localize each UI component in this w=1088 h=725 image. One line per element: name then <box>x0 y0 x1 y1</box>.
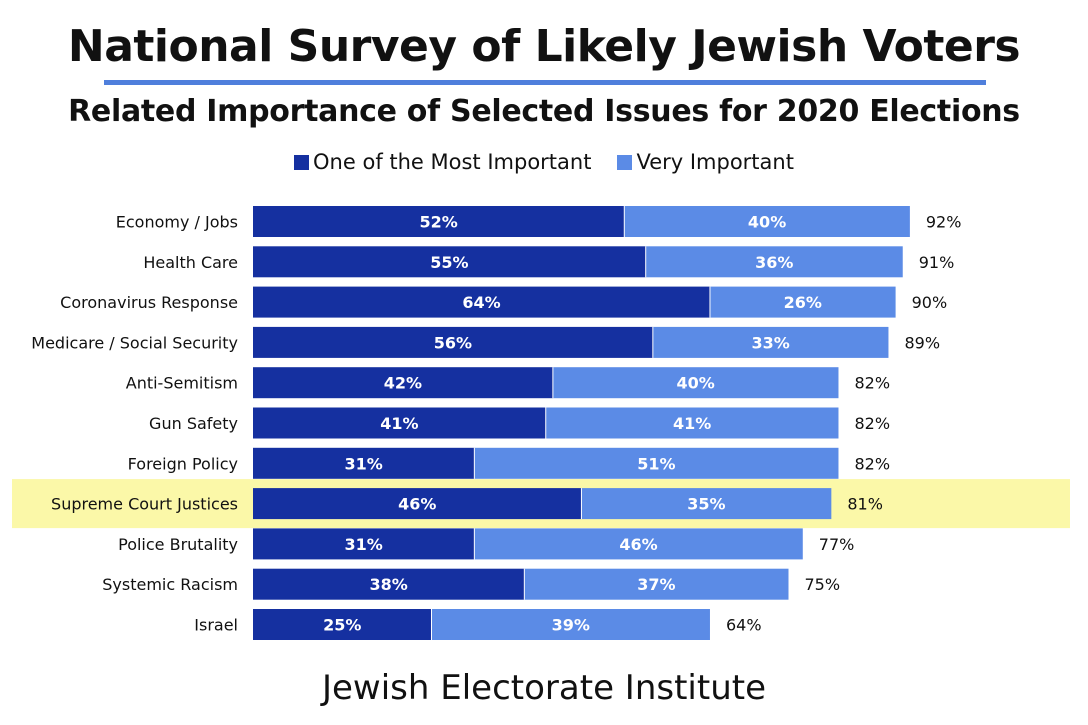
category-label: Coronavirus Response <box>60 293 238 312</box>
bar-very-important <box>524 568 789 600</box>
bar-most-important <box>253 407 546 439</box>
bar-most-important <box>253 326 653 358</box>
data-label-very-important: 46% <box>619 535 657 554</box>
data-label-most-important: 25% <box>323 616 361 635</box>
bar-most-important <box>253 528 475 560</box>
category-label: Foreign Policy <box>128 454 238 473</box>
total-label: 77% <box>819 535 855 554</box>
data-label-most-important: 64% <box>462 293 500 312</box>
total-label: 82% <box>854 414 890 433</box>
legend-item-very-important: Very Important <box>617 148 794 176</box>
data-label-most-important: 38% <box>370 575 408 594</box>
category-label: Supreme Court Justices <box>51 495 238 514</box>
bar-most-important <box>253 609 432 640</box>
total-label: 64% <box>726 616 762 635</box>
legend-label-most-important: One of the Most Important <box>313 150 592 174</box>
legend-swatch-very-important <box>617 154 633 170</box>
category-label: Economy / Jobs <box>116 213 238 232</box>
bar-very-important <box>652 326 889 358</box>
total-label: 89% <box>904 333 940 352</box>
legend-label-very-important: Very Important <box>636 150 794 174</box>
total-label: 90% <box>912 293 948 312</box>
bar-most-important <box>253 447 475 479</box>
legend-swatch-most-important <box>294 154 310 170</box>
data-label-very-important: 39% <box>552 616 590 635</box>
bar-most-important <box>253 568 525 600</box>
total-label: 75% <box>805 575 841 594</box>
data-label-very-important: 26% <box>784 293 822 312</box>
legend-item-most-important: One of the Most Important <box>294 148 591 176</box>
bar-very-important <box>474 528 803 560</box>
data-label-most-important: 46% <box>398 495 436 514</box>
total-label: 91% <box>919 253 955 272</box>
data-label-very-important: 37% <box>637 575 675 594</box>
total-label: 81% <box>847 495 883 514</box>
data-label-most-important: 56% <box>434 333 472 352</box>
chart-subtitle: Related Importance of Selected Issues fo… <box>68 94 1020 129</box>
data-label-very-important: 40% <box>677 374 715 393</box>
chart-legend: One of the Most Important Very Important <box>0 148 1088 176</box>
total-label: 92% <box>926 213 962 232</box>
data-label-very-important: 36% <box>755 253 793 272</box>
category-label: Medicare / Social Security <box>31 333 238 352</box>
title-underline <box>104 80 986 85</box>
data-label-very-important: 40% <box>748 213 786 232</box>
bar-very-important <box>545 407 839 439</box>
category-label: Anti-Semitism <box>126 374 238 393</box>
data-label-very-important: 51% <box>637 454 675 473</box>
data-label-most-important: 31% <box>345 535 383 554</box>
data-label-very-important: 41% <box>673 414 711 433</box>
bar-very-important <box>552 367 839 399</box>
chart-title: National Survey of Likely Jewish Voters <box>67 21 1021 72</box>
category-label: Police Brutality <box>118 535 238 554</box>
bar-most-important <box>253 246 646 278</box>
total-label: 82% <box>854 374 890 393</box>
bar-most-important <box>253 286 710 318</box>
category-label: Gun Safety <box>149 414 238 433</box>
bar-very-important <box>431 609 710 640</box>
data-label-most-important: 31% <box>345 454 383 473</box>
data-label-most-important: 52% <box>419 213 457 232</box>
category-label: Israel <box>194 616 238 635</box>
bar-very-important <box>645 246 903 278</box>
bar-very-important <box>624 206 910 237</box>
data-label-most-important: 55% <box>430 253 468 272</box>
data-label-most-important: 41% <box>380 414 418 433</box>
data-label-very-important: 35% <box>687 495 725 514</box>
data-label-most-important: 42% <box>384 374 422 393</box>
bar-very-important <box>581 488 832 520</box>
total-label: 82% <box>854 454 890 473</box>
category-label: Health Care <box>143 253 238 272</box>
bar-most-important <box>253 367 553 399</box>
data-label-very-important: 33% <box>752 333 790 352</box>
source-credit: Jewish Electorate Institute <box>321 668 766 708</box>
bar-most-important <box>253 488 582 520</box>
bar-very-important <box>709 286 896 318</box>
bar-most-important <box>253 206 625 237</box>
bar-very-important <box>474 447 839 479</box>
category-label: Systemic Racism <box>102 575 238 594</box>
